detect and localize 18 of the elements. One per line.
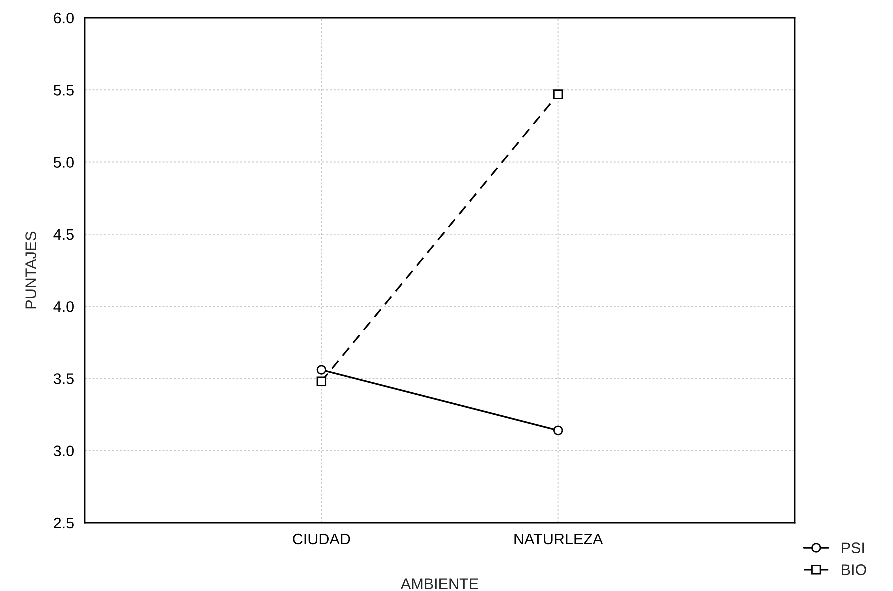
y-tick-label: 4.5 — [54, 229, 74, 240]
point — [316, 376, 327, 386]
x-tick-label: NATURLEZA — [514, 534, 604, 545]
y-tick-label: 4.0 — [54, 301, 74, 312]
y-tick-label: 3.0 — [54, 446, 74, 457]
y-tick-label: 3.5 — [54, 374, 74, 384]
y-tick-label: 2.5 — [54, 518, 74, 529]
point — [553, 426, 564, 436]
x-tick-label: CIUDAD — [293, 534, 350, 545]
y-axis-title: PUNTAJES — [26, 232, 36, 309]
point — [316, 365, 327, 375]
x-axis-title: AMBIENTE — [400, 578, 478, 590]
legend-label: PSI — [842, 542, 864, 554]
point — [553, 90, 564, 100]
y-tick-label: 5.5 — [54, 85, 74, 96]
y-tick-label: 5.0 — [54, 157, 74, 168]
y-tick-label: 6.0 — [54, 12, 74, 24]
legend-label: BIO — [842, 564, 866, 576]
